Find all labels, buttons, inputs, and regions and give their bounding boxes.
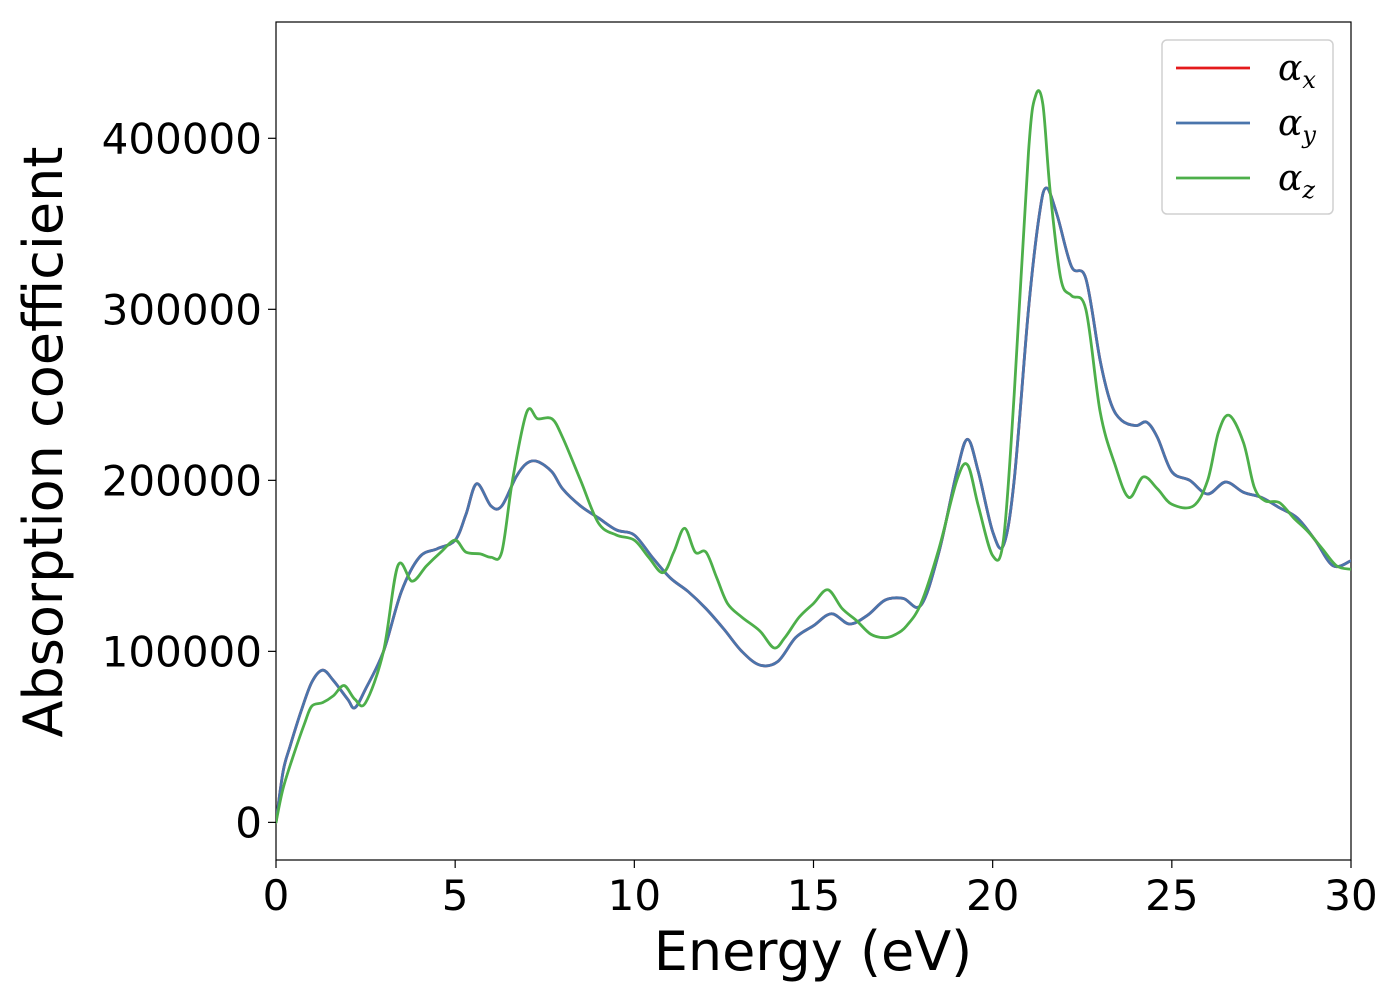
y-tick-label: 100000 [102, 627, 262, 676]
y-tick-label: 400000 [102, 114, 262, 163]
series-layer [276, 89, 1351, 824]
x-tick-label: 5 [442, 871, 469, 920]
series-line-z [276, 89, 1351, 824]
y-tick-label: 200000 [102, 456, 262, 505]
y-tick-label: 300000 [102, 285, 262, 334]
x-tick-label: 10 [608, 871, 661, 920]
legend: αx αy αz [1161, 39, 1334, 215]
legend-label-z: αz [1278, 158, 1315, 204]
y-axis: 0 100000 200000 300000 400000 [102, 114, 276, 847]
legend-label-x: αx [1278, 48, 1316, 94]
x-tick-label: 0 [263, 871, 290, 920]
x-tick-label: 25 [1145, 871, 1198, 920]
series-line-y [276, 186, 1351, 824]
x-axis-label: Energy (eV) [654, 920, 973, 983]
legend-box [1161, 39, 1334, 215]
x-tick-label: 20 [966, 871, 1019, 920]
y-tick-label: 0 [235, 798, 262, 847]
y-axis-label: Absorption coefficient [12, 147, 75, 738]
legend-label-y: αy [1278, 103, 1316, 149]
x-tick-label: 15 [787, 871, 840, 920]
x-axis: 0 5 10 15 20 25 30 [263, 860, 1378, 920]
x-tick-label: 30 [1324, 871, 1377, 920]
